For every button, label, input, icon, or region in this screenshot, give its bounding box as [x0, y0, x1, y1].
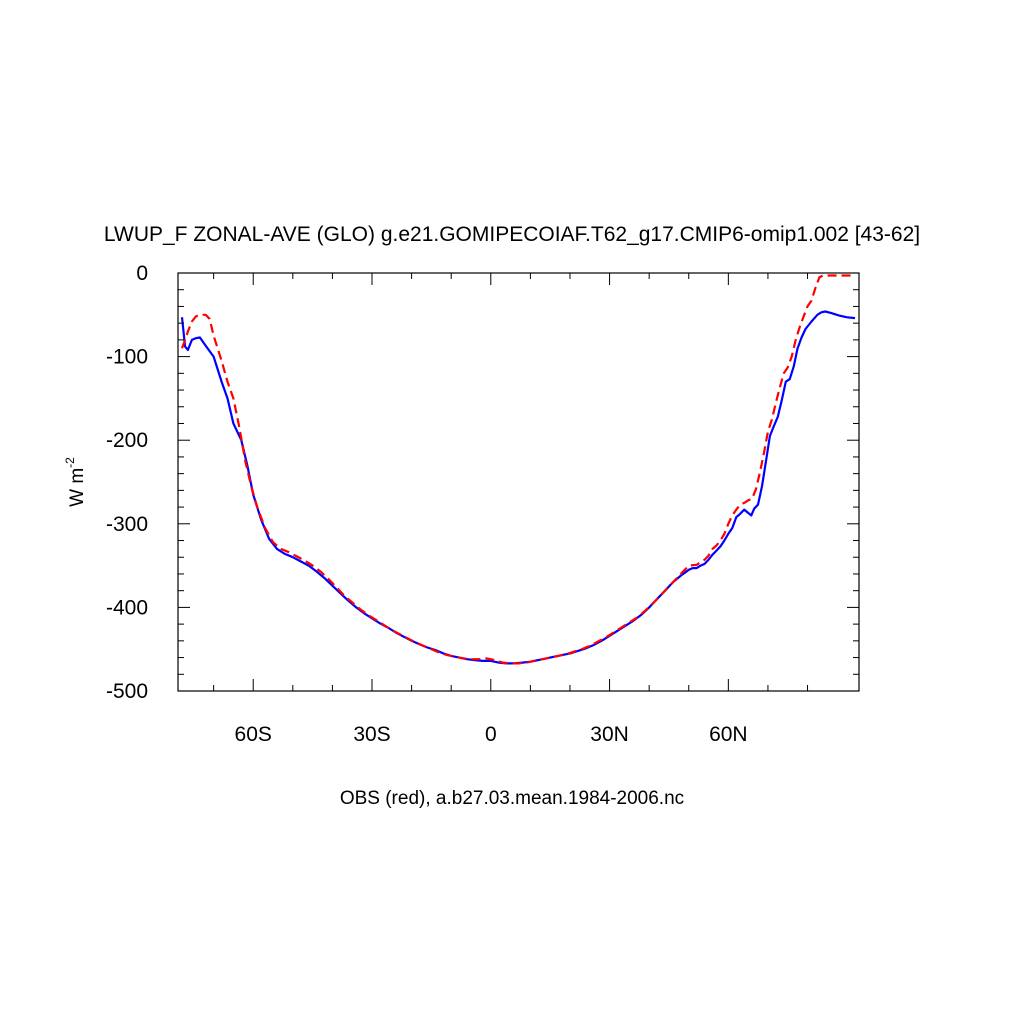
y-axis-label-main: W m — [67, 468, 88, 507]
x-tick-label-2: 0 — [485, 723, 497, 746]
x-tick-label-3: 30N — [590, 723, 629, 746]
series-layer — [180, 274, 856, 665]
y-tick-label-1: -100 — [106, 346, 148, 369]
chart-footer: OBS (red), a.b27.03.mean.1984-2006.nc — [340, 788, 684, 809]
plot-frame — [177, 272, 860, 692]
y-tick-label-5: -500 — [106, 680, 148, 703]
x-tick-label-4: 60N — [709, 723, 748, 746]
ticks-layer: 0 -100 -200 -300 -400 -500 60S 30S 0 30N 60N — [106, 262, 859, 746]
y-tick-label-3: -300 — [106, 513, 148, 536]
y-tick-label-0: 0 — [136, 262, 148, 285]
chart-title: LWUP_F ZONAL-AVE (GLO) g.e21.GOMIPECOIAF… — [104, 223, 920, 246]
series-line-1 — [180, 274, 855, 665]
series-line-0 — [180, 310, 856, 665]
svg-text:W m-2: W m-2 — [63, 457, 88, 507]
x-tick-label-1: 30S — [353, 723, 390, 746]
y-axis-label-exponent: -2 — [63, 457, 77, 468]
x-tick-label-0: 60S — [235, 723, 272, 746]
y-axis-label: W m-2 — [63, 457, 88, 507]
y-tick-label-4: -400 — [106, 596, 148, 619]
y-tick-label-2: -200 — [106, 429, 148, 452]
